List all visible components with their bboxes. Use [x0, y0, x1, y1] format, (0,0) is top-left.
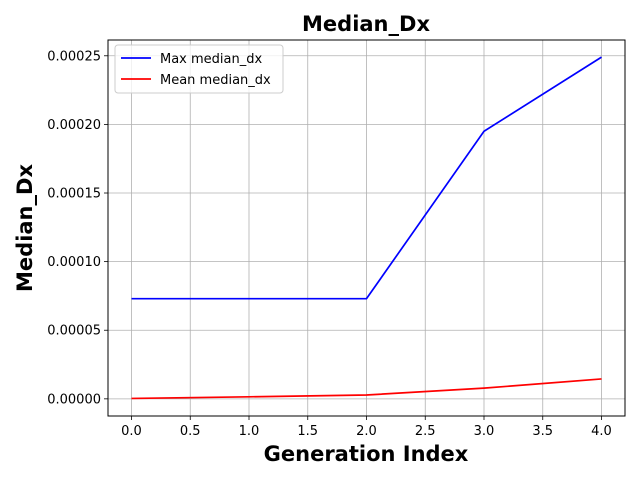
- x-tick-label: 2.0: [356, 424, 377, 439]
- legend-label-mean: Mean median_dx: [160, 73, 271, 88]
- x-tick-label: 1.0: [239, 424, 260, 439]
- y-axis-label: Median_Dx: [13, 164, 37, 292]
- legend: Max median_dx Mean median_dx: [114, 44, 284, 94]
- y-tick-label: 0.00020: [47, 118, 101, 133]
- y-tick-label: 0.00010: [47, 255, 101, 270]
- series-line-max-median-dx: [131, 56, 602, 300]
- x-tick-label: 0.5: [180, 424, 201, 439]
- y-tick-label: 0.00015: [47, 187, 101, 202]
- y-tick-label: 0.00005: [47, 324, 101, 339]
- x-tick-label: 3.0: [474, 424, 495, 439]
- series-lines: [131, 56, 602, 400]
- x-tick-label: 1.5: [297, 424, 318, 439]
- legend-box: [114, 44, 284, 94]
- legend-label-max: Max median_dx: [160, 52, 262, 67]
- axis-ticks: 0.0 0.5 1.0 1.5 2.0 2.5 3.0 3.5 4.0 0.00000 0.0000…: [47, 49, 612, 439]
- x-tick-label: 2.5: [415, 424, 436, 439]
- x-tick-label: 0.0: [121, 424, 142, 439]
- x-axis-label: Generation Index: [264, 442, 469, 466]
- y-tick-label: 0.00025: [47, 49, 101, 64]
- grid: [108, 40, 625, 416]
- y-tick-label: 0.00000: [47, 392, 101, 407]
- x-tick-label: 4.0: [591, 424, 612, 439]
- chart-title: Median_Dx: [302, 12, 430, 36]
- series-line-mean-median-dx: [131, 378, 602, 400]
- x-tick-label: 3.5: [532, 424, 553, 439]
